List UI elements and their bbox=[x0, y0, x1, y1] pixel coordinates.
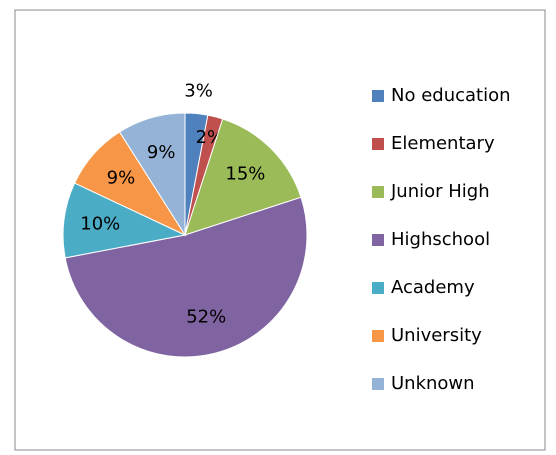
legend-label: Unknown bbox=[391, 373, 475, 394]
data-label: 9% bbox=[107, 168, 136, 189]
legend-label: Highschool bbox=[391, 229, 490, 250]
legend-swatch bbox=[372, 186, 384, 198]
legend-swatch bbox=[372, 282, 384, 294]
legend-swatch bbox=[372, 234, 384, 246]
legend-label: Academy bbox=[391, 277, 475, 298]
legend-swatch bbox=[372, 378, 384, 390]
legend-label: Elementary bbox=[391, 133, 495, 154]
legend-swatch bbox=[372, 330, 384, 342]
pie-slice bbox=[184, 118, 302, 236]
pie-slice bbox=[62, 182, 187, 259]
legend-label: University bbox=[391, 325, 482, 346]
legend-label: Junior High bbox=[390, 181, 490, 202]
legend-swatch bbox=[372, 138, 384, 150]
legend-swatch bbox=[372, 90, 384, 102]
data-label: 52% bbox=[186, 307, 226, 328]
data-label: 15% bbox=[225, 164, 265, 185]
data-label: 3% bbox=[184, 81, 213, 102]
data-label: 9% bbox=[147, 142, 176, 163]
data-label: 10% bbox=[80, 213, 120, 234]
legend-label: No education bbox=[391, 85, 511, 106]
pie-slice bbox=[118, 112, 186, 237]
pie-slice bbox=[64, 196, 308, 358]
